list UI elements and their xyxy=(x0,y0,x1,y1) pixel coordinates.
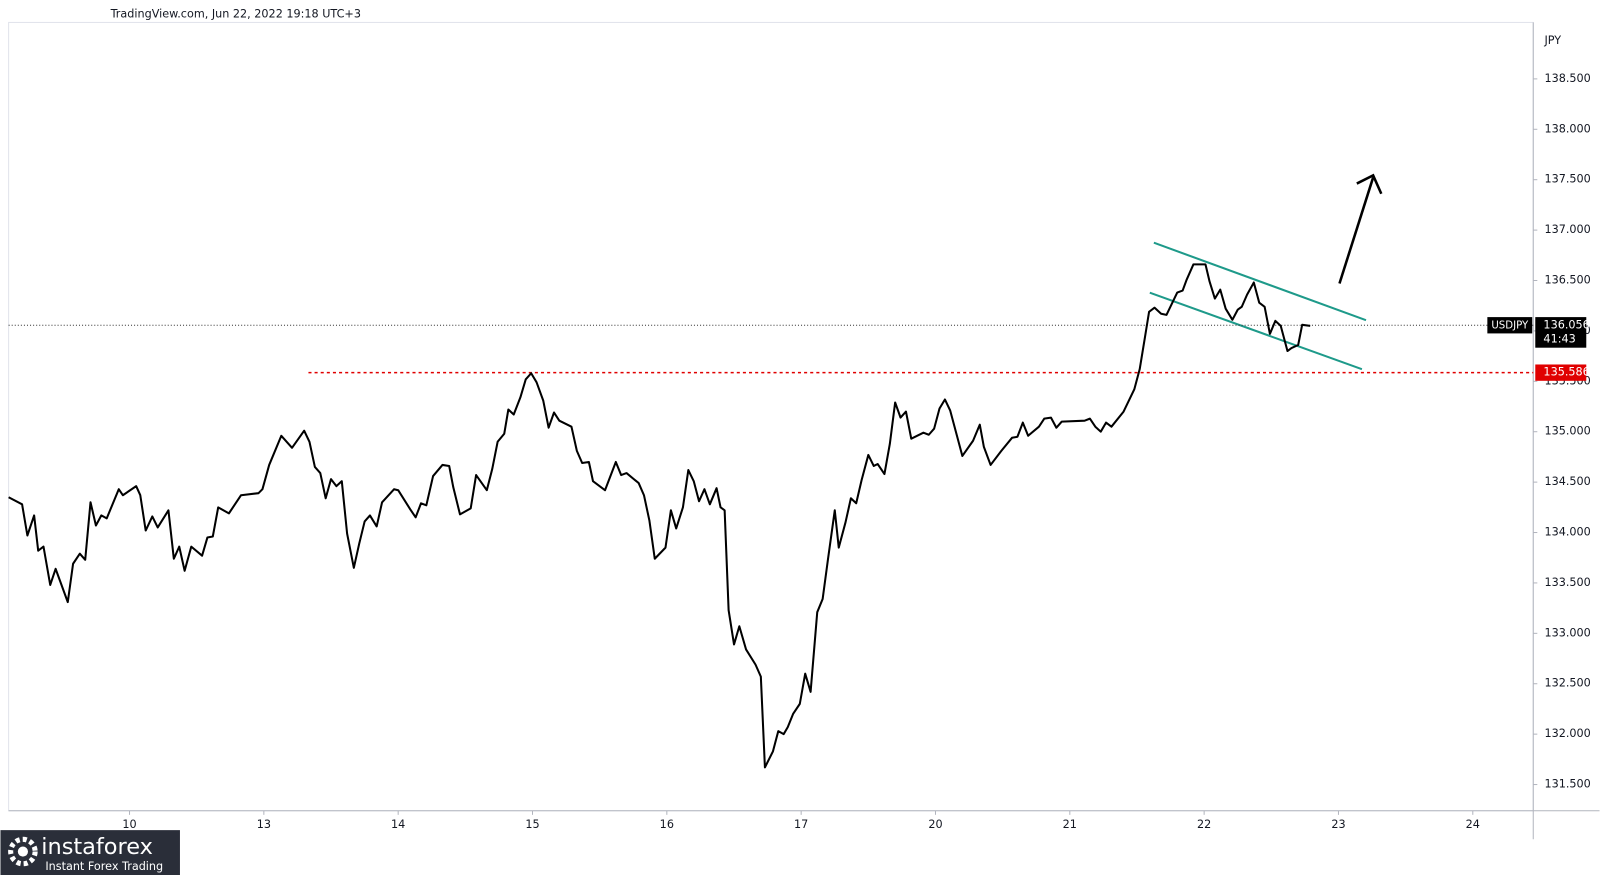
y-tick-label: 134.000 xyxy=(1544,526,1590,539)
y-tick-label: 132.500 xyxy=(1544,677,1590,690)
x-tick-label: 22 xyxy=(1197,818,1211,831)
channel-lower xyxy=(1149,291,1363,371)
countdown-label: 41:43 xyxy=(1543,333,1575,346)
currency-label: JPY xyxy=(1543,34,1561,47)
x-tick-label: 15 xyxy=(525,818,539,831)
y-tick-label: 133.000 xyxy=(1544,626,1590,639)
y-tick-label: 137.000 xyxy=(1544,223,1590,236)
x-tick-label: 16 xyxy=(660,818,674,831)
last-price-label: 136.056 xyxy=(1543,318,1589,331)
x-tick-label: 24 xyxy=(1466,818,1480,831)
y-tick-label: 133.500 xyxy=(1544,576,1590,589)
y-tick-label: 138.000 xyxy=(1544,122,1590,135)
y-tick-label: 137.500 xyxy=(1544,173,1590,186)
price-line xyxy=(8,263,1311,769)
logo: instaforex Instant Forex Trading xyxy=(0,830,180,875)
brand-name: instaforex xyxy=(41,834,153,860)
x-tick-label: 20 xyxy=(928,818,942,831)
x-tick-label: 10 xyxy=(122,818,136,831)
y-tick-label: 136.500 xyxy=(1544,274,1590,287)
last-price-tag xyxy=(1535,317,1587,348)
x-tick-label: 23 xyxy=(1331,818,1345,831)
chart-title: TradingView.com, Jun 22, 2022 19:18 UTC+… xyxy=(110,7,361,20)
channel-upper xyxy=(1153,241,1367,322)
symbol-tag xyxy=(1487,317,1533,334)
x-tick-label: 17 xyxy=(794,818,808,831)
x-tick-label: 13 xyxy=(257,818,271,831)
arrow xyxy=(1338,173,1383,284)
brand-tagline: Instant Forex Trading xyxy=(45,860,163,873)
y-tick-label: 131.500 xyxy=(1544,778,1590,791)
y-tick-label: 135.000 xyxy=(1544,425,1590,438)
y-tick-label: 134.500 xyxy=(1544,475,1590,488)
x-tick-label: 14 xyxy=(391,818,405,831)
support-label: 135.586 xyxy=(1543,366,1589,379)
y-tick-label: 138.500 xyxy=(1544,72,1590,85)
x-tick-label: 21 xyxy=(1063,818,1077,831)
plot-frame xyxy=(8,21,1534,812)
symbol-tag-label: USDJPY xyxy=(1491,320,1529,331)
y-tick-label: 132.000 xyxy=(1544,727,1590,740)
support-tag xyxy=(1535,364,1587,381)
